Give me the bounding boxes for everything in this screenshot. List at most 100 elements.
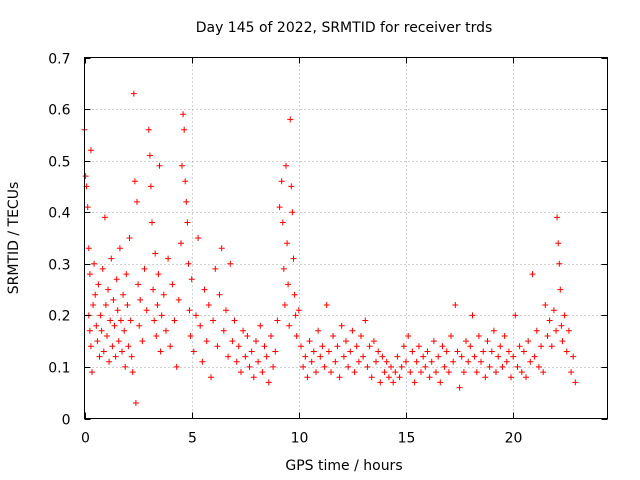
data-point (240, 327, 247, 334)
data-point (137, 296, 144, 303)
data-point (141, 265, 148, 272)
data-point (330, 333, 337, 339)
data-point (484, 338, 491, 345)
data-point (482, 374, 489, 381)
data-point (146, 152, 153, 159)
data-point (358, 333, 364, 339)
data-point (124, 302, 131, 308)
data-point (109, 343, 116, 350)
data-point (145, 126, 152, 133)
data-point (437, 379, 444, 386)
x-tick-label: 10 (291, 431, 309, 447)
data-point (179, 162, 185, 169)
data-point (486, 363, 493, 370)
data-point (160, 291, 167, 298)
data-point (187, 333, 194, 339)
data-point (505, 348, 512, 355)
data-point (516, 343, 523, 350)
data-point (285, 281, 292, 288)
data-point (490, 327, 497, 334)
data-point (85, 245, 92, 252)
data-point (158, 312, 165, 319)
y-tick-label: 0.4 (48, 206, 70, 222)
data-point (278, 178, 285, 185)
x-tick-label: 0 (81, 431, 90, 447)
data-point (199, 358, 206, 365)
data-point (360, 353, 367, 360)
data-point (238, 369, 244, 376)
data-point (129, 369, 136, 376)
data-point (246, 363, 253, 370)
data-point (119, 348, 125, 355)
y-axis-label: SRMTID / TECUs (6, 182, 22, 295)
data-point (218, 245, 225, 252)
data-point (115, 338, 122, 345)
data-point (201, 286, 208, 293)
data-point (120, 291, 127, 298)
data-point (304, 374, 311, 381)
data-point (286, 322, 293, 329)
data-point (375, 348, 382, 355)
data-points (81, 90, 579, 406)
y-tick-label: 0.7 (48, 52, 70, 68)
data-point (190, 348, 197, 355)
data-point (205, 302, 212, 308)
data-point (388, 363, 394, 370)
data-point (366, 343, 373, 350)
data-point (290, 255, 297, 262)
data-point (157, 348, 164, 355)
data-point (87, 343, 94, 350)
data-point (82, 173, 89, 180)
data-point (291, 291, 298, 298)
data-point (121, 327, 128, 334)
data-point (467, 343, 474, 350)
data-point (111, 322, 118, 329)
data-point (210, 317, 217, 324)
data-point (136, 322, 143, 329)
data-point (463, 338, 469, 345)
data-point (430, 338, 437, 345)
data-point (520, 348, 527, 355)
data-point (480, 348, 487, 355)
data-point (568, 369, 575, 376)
data-point (497, 343, 504, 350)
data-point (135, 281, 142, 288)
data-point (448, 333, 454, 339)
data-point (370, 338, 377, 345)
data-point (409, 348, 416, 355)
data-point (110, 296, 117, 303)
data-point (345, 363, 352, 370)
data-point (281, 302, 288, 308)
data-point (460, 369, 467, 376)
data-point (127, 317, 134, 324)
data-point (548, 343, 555, 350)
data-point (420, 353, 427, 360)
data-point (97, 312, 104, 319)
data-point (441, 363, 448, 370)
data-point (208, 374, 214, 381)
data-point (469, 312, 476, 319)
data-point (379, 353, 386, 360)
data-point (501, 333, 508, 339)
data-point (183, 198, 190, 205)
data-point (288, 183, 295, 190)
data-point (151, 317, 158, 324)
data-point (415, 343, 422, 350)
data-point (546, 317, 553, 324)
data-point (114, 307, 121, 314)
data-point (550, 307, 557, 314)
data-point (167, 343, 174, 350)
data-point (512, 312, 519, 319)
data-point (155, 271, 162, 278)
data-point (108, 255, 115, 262)
data-point (107, 317, 114, 324)
x-tick-label: 5 (188, 431, 197, 447)
data-point (125, 343, 132, 350)
data-point (203, 338, 210, 345)
data-point (556, 260, 563, 267)
data-point (473, 369, 480, 376)
data-point (171, 317, 178, 324)
y-tick-label: 0.5 (48, 155, 70, 171)
data-point (559, 338, 566, 345)
data-point (411, 379, 418, 386)
